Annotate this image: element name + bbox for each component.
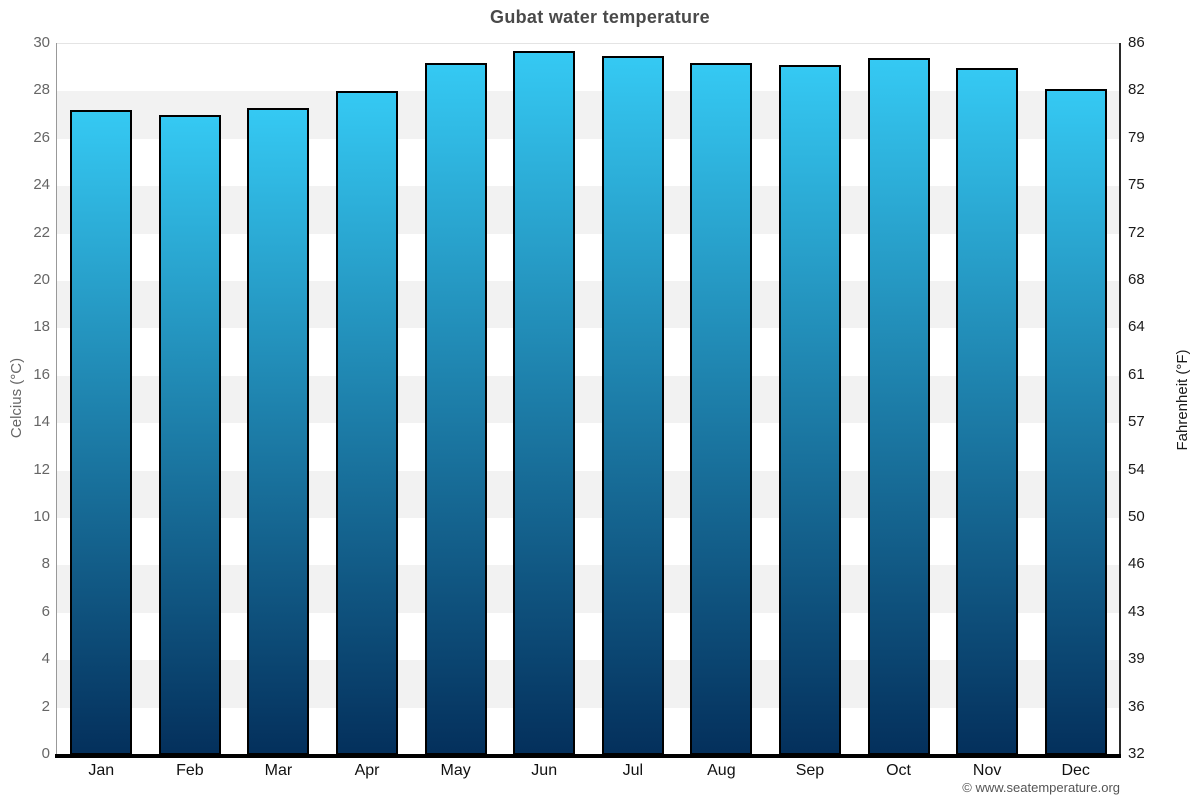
y-tick-label-celsius: 10 [33,508,50,525]
y-tick-label-fahrenheit: 36 [1128,697,1145,715]
bar-aug [690,63,753,755]
y-tick-label-celsius: 6 [41,602,50,620]
x-tick-label-aug: Aug [707,762,736,779]
y-tick-label-fahrenheit: 72 [1128,223,1145,241]
grid-band [57,186,1120,234]
x-tick-label-apr: Apr [354,762,380,779]
x-tick-label-sep: Sep [795,762,825,779]
y-tick-label-celsius: 30 [33,34,50,51]
x-tick-label-may: May [440,762,471,779]
y-tick-label-celsius: 28 [33,81,50,99]
bar-apr [336,91,399,755]
x-tick-label-dec: Dec [1061,762,1090,779]
grid-band [57,91,1120,139]
fahrenheit-axis-line [1119,43,1121,757]
x-tick-label-jan: Jan [88,762,115,779]
plot-area [57,43,1120,755]
y-tick-label-celsius: 8 [41,555,50,573]
y-tick-label-celsius: 24 [33,176,50,194]
x-tick-label-oct: Oct [886,762,911,779]
bar-nov [956,68,1019,755]
bar-feb [158,115,221,755]
y-tick-label-fahrenheit: 64 [1128,318,1145,336]
grid-band [57,375,1120,424]
y-tick-label-celsius: 16 [33,365,50,383]
x-tick-label-jun: Jun [531,762,558,779]
x-axis-line [55,754,1121,758]
y-tick-label-celsius: 14 [33,413,50,431]
y-tick-label-fahrenheit: 54 [1128,460,1145,478]
bar-dec [1044,89,1107,755]
y-tick-label-fahrenheit: 32 [1128,745,1145,762]
y-tick-label-celsius: 0 [41,745,50,762]
y-tick-label-fahrenheit: 50 [1128,508,1145,525]
grid-band [57,660,1120,708]
y-tick-label-fahrenheit: 82 [1128,81,1145,99]
grid-band [57,281,1120,329]
bar-jul [601,56,664,755]
y-tick-label-fahrenheit: 43 [1128,602,1145,620]
bar-jan [70,110,133,755]
y-tick-label-celsius: 22 [33,223,50,241]
copyright-text: © www.seatemperature.org [962,780,1120,795]
y-tick-label-fahrenheit: 61 [1128,365,1145,383]
x-tick-label-feb: Feb [176,762,204,779]
bar-oct [867,58,930,755]
y-tick-label-celsius: 2 [41,697,50,715]
y-tick-label-fahrenheit: 57 [1128,413,1145,431]
y-tick-label-celsius: 26 [33,128,50,146]
y-tick-label-fahrenheit: 86 [1128,34,1145,51]
grid-band [57,565,1120,613]
chart-title: Gubat water temperature [490,7,710,27]
x-tick-label-nov: Nov [972,762,1002,779]
y-tick-label-fahrenheit: 68 [1128,271,1145,288]
y-tick-label-celsius: 4 [41,650,50,668]
y-tick-label-celsius: 20 [33,271,50,288]
x-tick-label-jul: Jul [622,762,644,779]
bar-mar [247,108,310,755]
x-tick-label-mar: Mar [264,762,293,779]
bar-jun [513,51,576,755]
y-tick-label-fahrenheit: 75 [1128,176,1145,194]
y-tick-label-celsius: 12 [33,460,50,478]
y-tick-label-celsius: 18 [33,318,50,336]
y-tick-label-fahrenheit: 46 [1128,555,1145,573]
celsius-axis-line [56,43,57,754]
bar-sep [778,65,841,755]
grid-band [57,470,1120,518]
y-tick-label-fahrenheit: 79 [1128,128,1145,146]
bar-may [424,63,487,755]
y-tick-label-fahrenheit: 39 [1128,650,1145,668]
